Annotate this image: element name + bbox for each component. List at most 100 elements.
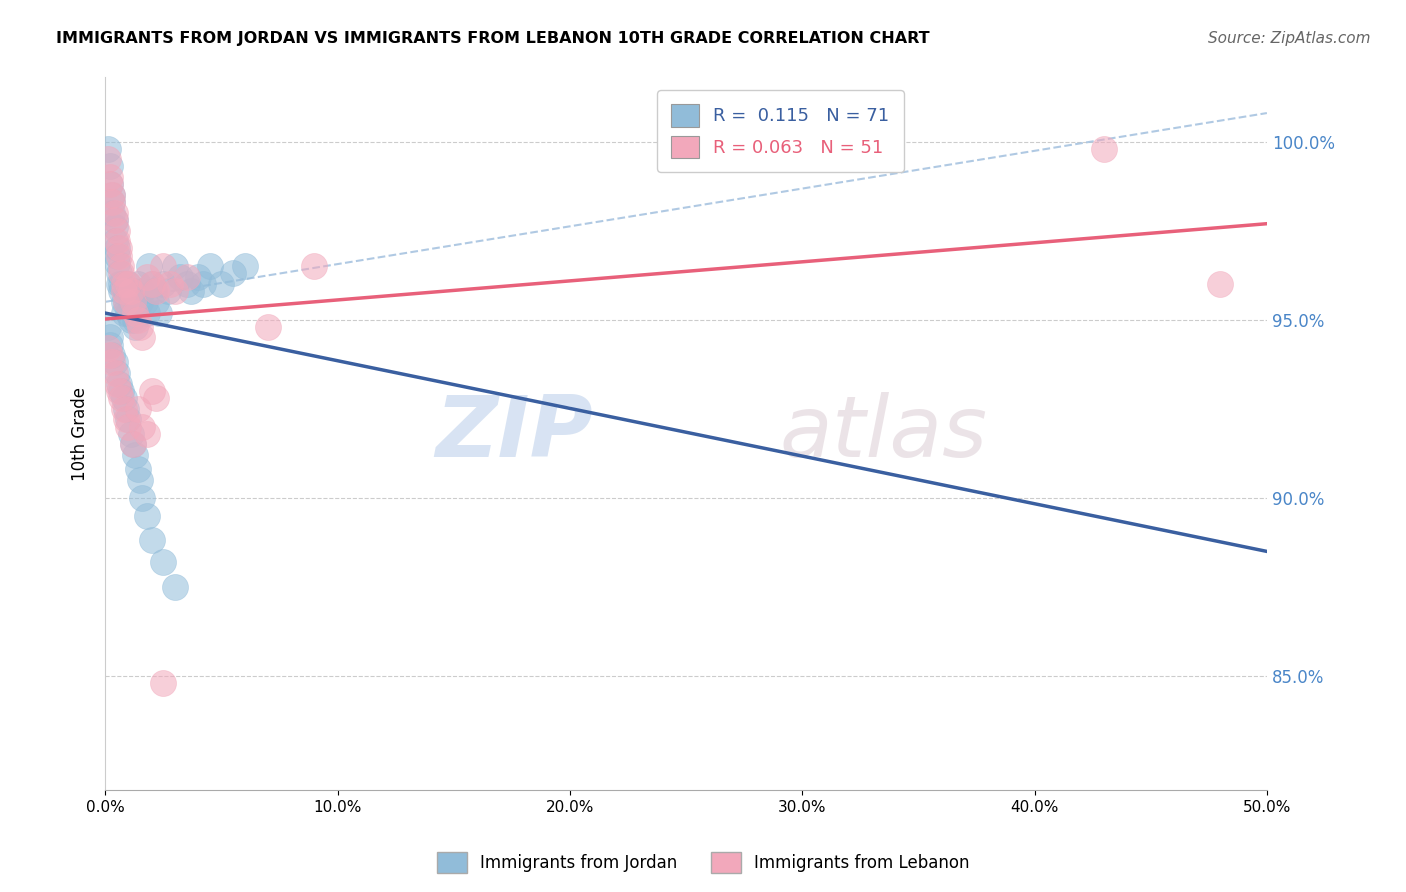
Point: [120, 426, 142, 441]
Point: [163, 259, 186, 273]
Point: [191, 277, 214, 291]
Point: [304, 259, 326, 273]
Point: [105, 366, 128, 380]
Point: [98, 330, 121, 344]
Point: [115, 294, 138, 309]
Point: [159, 277, 181, 291]
Text: ZIP: ZIP: [436, 392, 593, 475]
Point: [108, 384, 131, 398]
Point: [115, 284, 138, 298]
Point: [129, 294, 152, 309]
Point: [98, 337, 121, 351]
Point: [122, 301, 145, 316]
Point: [120, 294, 142, 309]
Point: [98, 178, 121, 192]
Point: [127, 277, 149, 291]
Point: [152, 259, 174, 273]
Point: [1092, 142, 1115, 156]
Point: [143, 284, 166, 298]
Point: [105, 248, 128, 262]
Point: [222, 266, 245, 280]
Point: [108, 248, 131, 262]
Point: [110, 384, 132, 398]
Point: [108, 277, 131, 291]
Point: [96, 319, 118, 334]
Point: [1209, 277, 1232, 291]
Point: [105, 224, 128, 238]
Point: [120, 284, 142, 298]
Point: [124, 319, 146, 334]
Point: [120, 312, 142, 326]
Point: [117, 419, 139, 434]
Point: [112, 391, 135, 405]
Point: [141, 533, 163, 548]
Point: [112, 294, 135, 309]
Point: [176, 277, 198, 291]
Point: [131, 330, 153, 344]
Point: [110, 391, 132, 405]
Point: [233, 259, 256, 273]
Point: [124, 305, 146, 319]
Point: [122, 284, 145, 298]
Point: [131, 491, 153, 505]
Point: [112, 284, 135, 298]
Point: [131, 284, 153, 298]
Point: [98, 178, 121, 192]
Legend: Immigrants from Jordan, Immigrants from Lebanon: Immigrants from Jordan, Immigrants from …: [430, 846, 976, 880]
Point: [117, 412, 139, 426]
Point: [108, 241, 131, 255]
Point: [141, 277, 163, 291]
Point: [138, 259, 160, 273]
Point: [112, 401, 135, 416]
Point: [134, 294, 156, 309]
Point: [101, 348, 124, 362]
Point: [163, 580, 186, 594]
Point: [98, 160, 121, 174]
Point: [110, 259, 132, 273]
Point: [131, 419, 153, 434]
Point: [115, 412, 138, 426]
Point: [115, 294, 138, 309]
Y-axis label: 10th Grade: 10th Grade: [72, 386, 89, 481]
Point: [101, 188, 124, 202]
Point: [103, 366, 125, 380]
Point: [122, 437, 145, 451]
Point: [105, 241, 128, 255]
Point: [198, 259, 221, 273]
Point: [110, 277, 132, 291]
Point: [110, 266, 132, 280]
Point: [101, 355, 124, 369]
Point: [145, 284, 167, 298]
Point: [127, 462, 149, 476]
Point: [209, 277, 232, 291]
Point: [101, 195, 124, 210]
Point: [129, 473, 152, 487]
Point: [127, 312, 149, 326]
Point: [129, 319, 152, 334]
Point: [117, 305, 139, 319]
Point: [101, 188, 124, 202]
Point: [176, 269, 198, 284]
Point: [122, 437, 145, 451]
Point: [145, 294, 167, 309]
Point: [103, 220, 125, 235]
Point: [127, 401, 149, 416]
Point: [122, 294, 145, 309]
Point: [103, 235, 125, 249]
Point: [169, 269, 191, 284]
Point: [148, 305, 170, 319]
Point: [105, 255, 128, 269]
Point: [101, 195, 124, 210]
Point: [152, 277, 174, 291]
Point: [136, 269, 159, 284]
Point: [96, 142, 118, 156]
Point: [117, 277, 139, 291]
Point: [180, 284, 202, 298]
Point: [136, 305, 159, 319]
Point: [101, 206, 124, 220]
Point: [103, 213, 125, 227]
Point: [96, 153, 118, 167]
Point: [103, 355, 125, 369]
Point: [156, 284, 179, 298]
Point: [108, 376, 131, 391]
